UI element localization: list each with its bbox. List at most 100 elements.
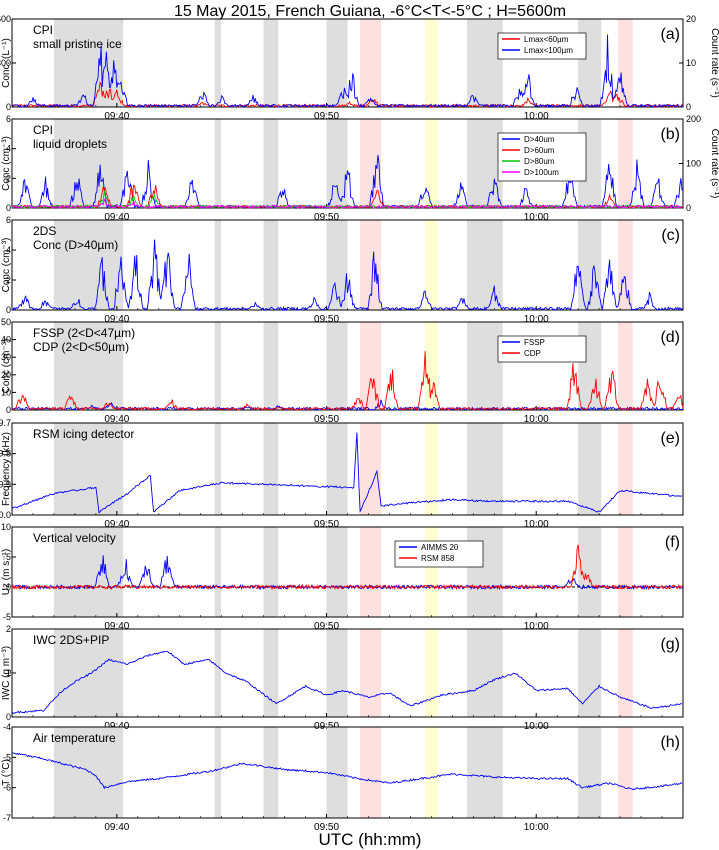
y-tick-label: 2	[6, 275, 11, 285]
y-tick-label: -5	[3, 752, 11, 762]
shaded-band	[218, 322, 221, 410]
shaded-band	[467, 527, 503, 617]
x-tick-label: 09:40	[104, 414, 129, 425]
x-tick-label: 09:50	[314, 212, 339, 223]
panel-letter: (b)	[660, 126, 680, 143]
y-tick-label: 600	[0, 14, 11, 24]
y2-tick-label: 200	[686, 114, 701, 124]
shaded-band	[425, 629, 438, 717]
shaded-band	[617, 727, 633, 818]
panel-4: 09:4009:5010:0010:1039.739.839.940.0Freq…	[0, 418, 684, 530]
shaded-band	[578, 727, 602, 818]
series-line-1	[11, 34, 684, 109]
x-tick-label: 10:00	[524, 314, 549, 325]
y-tick-label: 4	[6, 144, 11, 154]
y-tick-label: 40	[1, 335, 11, 345]
shaded-band	[263, 727, 279, 818]
panel-label: small pristine ice	[33, 37, 122, 51]
y2-tick-label: 20	[686, 14, 696, 24]
shaded-band	[326, 527, 348, 617]
shaded-band	[360, 322, 382, 410]
shaded-band	[578, 19, 602, 107]
shaded-band	[467, 119, 503, 208]
shaded-band	[467, 423, 503, 515]
shaded-band	[218, 527, 221, 617]
y2-tick-label: 0	[686, 203, 691, 213]
series-line-0	[11, 432, 683, 514]
x-tick-label: 09:50	[314, 111, 339, 122]
panel-label: CPI	[33, 123, 53, 137]
x-tick-label: 10:00	[524, 111, 549, 122]
y2-axis-label: Count rate (s⁻¹)	[709, 129, 719, 199]
panel-label: RSM icing detector	[33, 427, 134, 441]
series-line-0	[11, 81, 684, 108]
shaded-band	[425, 119, 438, 208]
y-tick-label: -6	[3, 783, 11, 793]
shaded-band	[53, 19, 124, 107]
shaded-band	[263, 119, 279, 208]
x-axis-label: UTC (hh:mm)	[319, 830, 422, 849]
shaded-band	[214, 322, 221, 410]
y-tick-label: 5	[6, 552, 11, 562]
y-axis-label: T (°C)	[1, 759, 12, 786]
shaded-band	[218, 119, 221, 208]
figure-title: 15 May 2015, French Guiana, -6°C<T<-5°C …	[174, 3, 566, 20]
y2-tick-label: 0	[686, 102, 691, 112]
shaded-band	[263, 527, 279, 617]
series-line-0	[11, 239, 684, 312]
x-tick-label: 10:00	[524, 621, 549, 632]
y-tick-label: 40.0	[0, 510, 11, 520]
x-tick-label: 09:50	[314, 414, 339, 425]
shaded-band	[326, 423, 348, 515]
legend-label: Lmax<100µm	[524, 46, 573, 55]
shaded-band	[263, 220, 279, 310]
shaded-band	[360, 629, 382, 717]
shaded-band	[617, 19, 633, 107]
legend-label: RSM 858	[421, 554, 455, 563]
shaded-band	[617, 119, 633, 208]
shaded-band	[326, 727, 348, 818]
y-tick-label: 39.9	[0, 479, 11, 489]
x-tick-label: 10:00	[524, 519, 549, 530]
shaded-band	[425, 220, 438, 310]
shaded-band	[218, 629, 221, 717]
shaded-band	[617, 322, 633, 410]
shaded-band	[467, 629, 503, 717]
y-axis-label: Conc (cm⁻³)	[1, 339, 12, 394]
shaded-band	[53, 119, 124, 208]
shaded-band	[425, 727, 438, 818]
panel-label: FSSP (2<D<47µm)	[33, 326, 135, 340]
panel-label: CPI	[33, 23, 53, 37]
x-tick-label: 09:40	[104, 822, 129, 833]
x-tick-label: 09:40	[104, 519, 129, 530]
x-tick-label: 09:50	[314, 822, 339, 833]
y2-tick-label: 10	[686, 58, 696, 68]
y-tick-label: 1	[6, 668, 11, 678]
shaded-band	[53, 629, 124, 717]
shaded-band	[617, 423, 633, 515]
y-tick-label: 6	[6, 215, 11, 225]
y-tick-label: 0	[6, 582, 11, 592]
shaded-band	[218, 423, 221, 515]
panel-letter: (c)	[661, 227, 680, 244]
shaded-band	[578, 527, 602, 617]
x-tick-label: 09:40	[104, 111, 129, 122]
series-line-0	[11, 399, 684, 412]
x-tick-label: 09:40	[104, 314, 129, 325]
x-tick-label: 09:40	[104, 621, 129, 632]
y-tick-label: -7	[3, 813, 11, 823]
shaded-band	[218, 19, 221, 107]
y2-tick-label: 100	[686, 159, 701, 169]
x-tick-label: 10:00	[524, 414, 549, 425]
shaded-band	[214, 19, 221, 107]
series-line-0	[11, 555, 684, 591]
y-tick-label: 0	[6, 102, 11, 112]
y-tick-label: 6	[6, 114, 11, 124]
y-tick-label: 50	[1, 317, 11, 327]
shaded-band	[53, 423, 124, 515]
panel-label: liquid droplets	[33, 137, 107, 151]
